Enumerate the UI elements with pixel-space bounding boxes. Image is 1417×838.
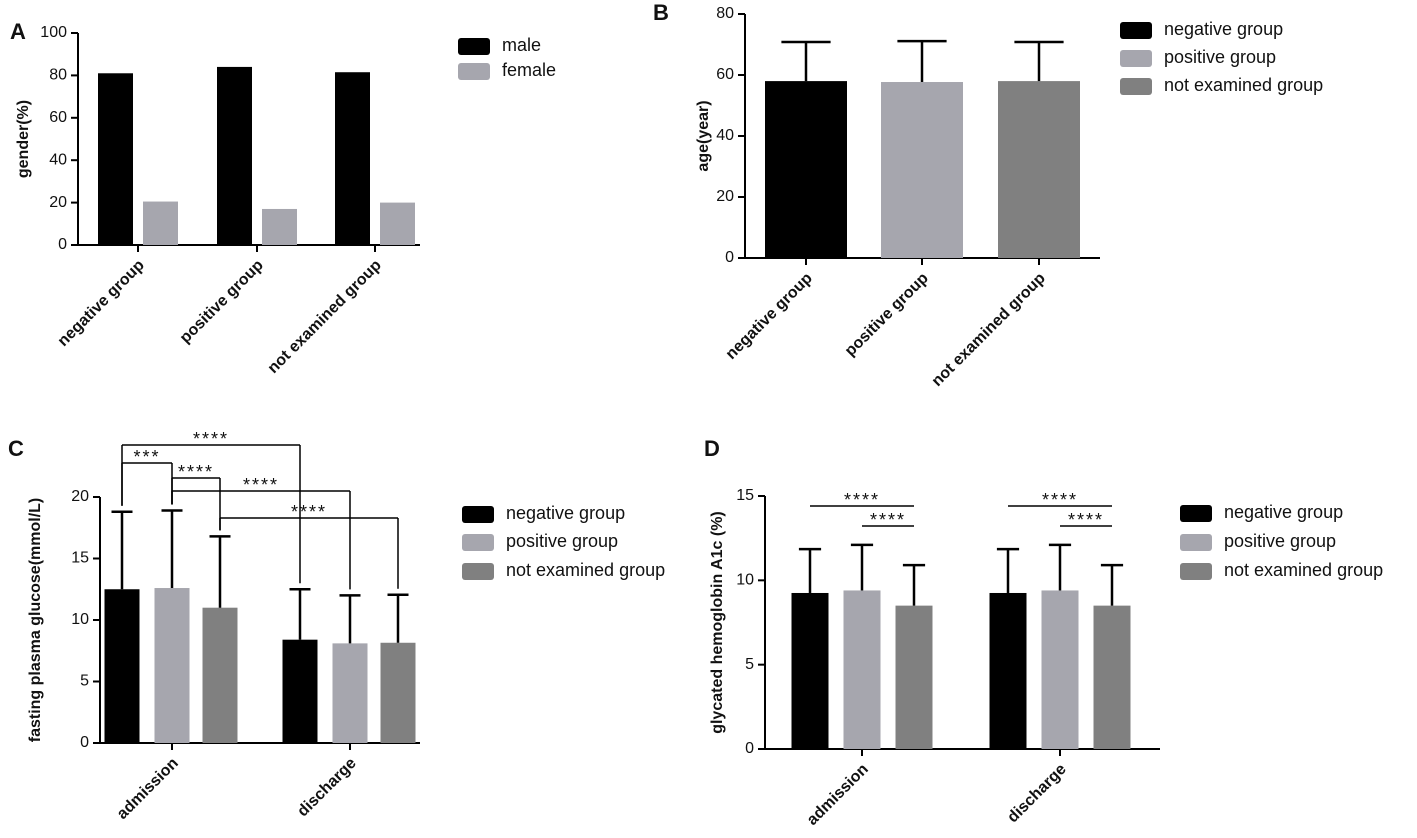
significance-label: ****	[243, 475, 279, 495]
panel-label: A	[10, 19, 26, 44]
y-tick-label: 80	[716, 5, 734, 22]
y-tick-label: 5	[745, 656, 754, 673]
y-tick-label: 15	[71, 550, 89, 567]
significance-label: ****	[178, 462, 214, 482]
x-tick-label: positive group	[842, 270, 932, 360]
legend-swatch	[1120, 22, 1152, 39]
legend-swatch	[462, 506, 494, 523]
y-tick-label: 60	[716, 66, 734, 83]
bar	[998, 81, 1080, 258]
bar	[202, 607, 238, 743]
legend-label: negative group	[1164, 19, 1283, 39]
x-tick-label: negative group	[55, 257, 148, 350]
y-tick-label: 0	[725, 249, 734, 266]
panel-label: C	[8, 436, 24, 461]
legend-swatch	[1120, 50, 1152, 67]
bar	[1093, 605, 1131, 749]
legend-label: negative group	[1224, 502, 1343, 522]
y-tick-label: 0	[745, 740, 754, 757]
x-tick-label: not examined group	[929, 270, 1049, 390]
bar	[335, 72, 370, 245]
legend-label: not examined group	[506, 560, 665, 580]
significance-label: ***	[133, 447, 160, 467]
x-tick-label: discharge	[1004, 761, 1070, 827]
legend-swatch	[458, 63, 490, 80]
bar	[98, 73, 133, 245]
legend-swatch	[1180, 534, 1212, 551]
legend-swatch	[1120, 78, 1152, 95]
bar	[791, 592, 829, 749]
significance-label: ****	[1042, 490, 1078, 510]
bar	[765, 81, 847, 258]
legend-swatch	[462, 563, 494, 580]
bar	[1041, 590, 1079, 749]
bar	[380, 642, 416, 743]
legend-label: not examined group	[1224, 560, 1383, 580]
x-tick-label: admission	[114, 755, 182, 823]
y-tick-label: 20	[71, 488, 89, 505]
panel-label: D	[704, 436, 720, 461]
bar	[143, 201, 178, 245]
bar	[217, 66, 252, 245]
legend-label: positive group	[506, 531, 618, 551]
legend-label: female	[502, 60, 556, 80]
bar	[989, 592, 1027, 749]
y-tick-label: 60	[49, 109, 67, 126]
bar	[104, 589, 140, 743]
y-tick-label: 10	[736, 572, 754, 589]
x-tick-label: positive group	[177, 257, 267, 347]
x-tick-label: admission	[804, 761, 872, 829]
y-tick-label: 20	[716, 188, 734, 205]
y-tick-label: 15	[736, 487, 754, 504]
x-tick-label: negative group	[723, 270, 816, 363]
legend-label: positive group	[1164, 47, 1276, 67]
x-tick-label: not examined group	[265, 257, 385, 377]
bar	[332, 643, 368, 743]
y-axis-label: glycated hemoglobin A1c (%)	[709, 511, 726, 734]
y-tick-label: 0	[80, 734, 89, 751]
y-axis-label: gender(%)	[15, 100, 32, 178]
y-tick-label: 40	[716, 127, 734, 144]
y-axis-label: age(year)	[695, 100, 712, 171]
bar	[895, 605, 933, 749]
bar	[380, 202, 415, 245]
x-tick-label: discharge	[294, 755, 360, 821]
significance-label: ****	[291, 502, 327, 522]
panel-label: B	[653, 0, 669, 25]
legend-swatch	[458, 38, 490, 55]
legend-swatch	[462, 534, 494, 551]
significance-label: ****	[1068, 510, 1104, 530]
y-tick-label: 100	[40, 24, 67, 41]
bar	[262, 208, 297, 245]
y-axis-label: fasting plasma glucose(mmol/L)	[27, 498, 44, 742]
significance-label: ****	[870, 510, 906, 530]
bar	[154, 588, 190, 743]
y-tick-label: 20	[49, 194, 67, 211]
legend-swatch	[1180, 563, 1212, 580]
y-tick-label: 80	[49, 67, 67, 84]
legend-label: positive group	[1224, 531, 1336, 551]
legend-label: negative group	[506, 503, 625, 523]
y-tick-label: 10	[71, 611, 89, 628]
legend-swatch	[1180, 505, 1212, 522]
legend-label: male	[502, 35, 541, 55]
y-tick-label: 40	[49, 151, 67, 168]
bar	[881, 82, 963, 258]
significance-label: ****	[844, 490, 880, 510]
legend-label: not examined group	[1164, 75, 1323, 95]
bar	[843, 590, 881, 749]
significance-label: ****	[193, 429, 229, 449]
y-tick-label: 0	[58, 236, 67, 253]
y-tick-label: 5	[80, 673, 89, 690]
bar	[282, 639, 318, 743]
